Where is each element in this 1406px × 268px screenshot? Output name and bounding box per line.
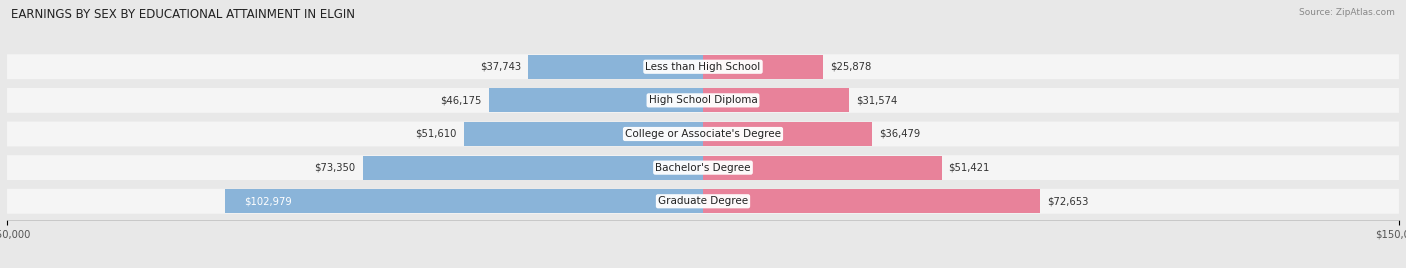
Bar [703,122,872,146]
Bar [363,155,703,180]
Text: EARNINGS BY SEX BY EDUCATIONAL ATTAINMENT IN ELGIN: EARNINGS BY SEX BY EDUCATIONAL ATTAINMEN… [11,8,356,21]
Text: Less than High School: Less than High School [645,62,761,72]
Bar [225,189,703,213]
Text: Bachelor's Degree: Bachelor's Degree [655,163,751,173]
Bar [489,88,703,113]
Text: College or Associate's Degree: College or Associate's Degree [626,129,780,139]
Text: High School Diploma: High School Diploma [648,95,758,105]
Text: $72,653: $72,653 [1047,196,1088,206]
Text: $46,175: $46,175 [440,95,482,105]
Bar [703,155,942,180]
Text: $51,421: $51,421 [949,163,990,173]
Text: $37,743: $37,743 [479,62,520,72]
Bar [703,189,1040,213]
FancyBboxPatch shape [7,88,1399,113]
Text: $51,610: $51,610 [415,129,457,139]
FancyBboxPatch shape [7,54,1399,79]
FancyBboxPatch shape [7,155,1399,180]
Text: Graduate Degree: Graduate Degree [658,196,748,206]
Text: $102,979: $102,979 [243,196,291,206]
Bar [703,55,823,79]
Text: $73,350: $73,350 [315,163,356,173]
Bar [703,88,849,113]
Text: $31,574: $31,574 [856,95,897,105]
Bar [464,122,703,146]
Text: $25,878: $25,878 [830,62,872,72]
Text: $36,479: $36,479 [879,129,921,139]
Text: Source: ZipAtlas.com: Source: ZipAtlas.com [1299,8,1395,17]
FancyBboxPatch shape [7,189,1399,214]
Bar [527,55,703,79]
FancyBboxPatch shape [7,122,1399,146]
